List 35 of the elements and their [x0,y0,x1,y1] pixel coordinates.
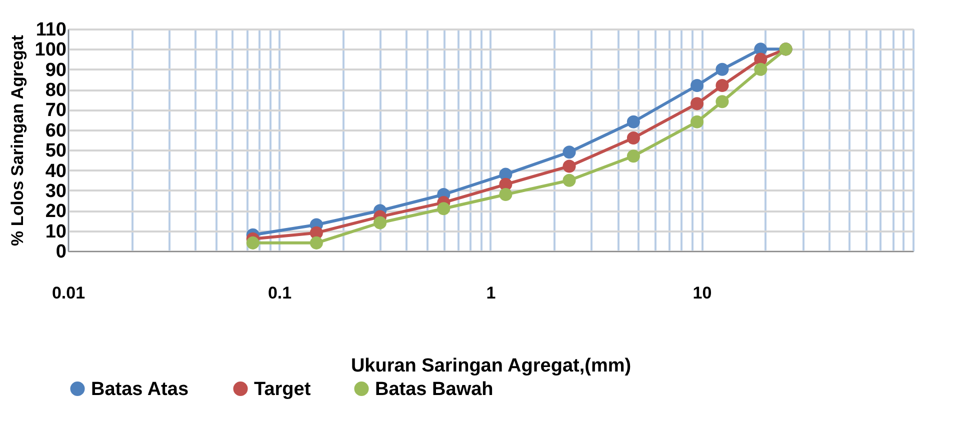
y-tick-label: 80 [45,80,66,102]
point [562,174,576,187]
point [246,236,260,250]
point [437,202,450,216]
point [310,236,323,250]
x-tick-label: 0.1 [268,284,292,302]
legend-label: Batas Bawah [375,378,494,400]
y-tick-label: 60 [45,120,66,142]
y-tick-label: 110 [36,20,66,40]
y-tick-label: 70 [45,100,66,122]
y-tick-label: 100 [34,40,66,61]
point [499,188,512,201]
y-tick-label: 30 [45,180,66,202]
point [562,160,576,173]
point [690,97,704,110]
point [374,216,387,230]
point [626,150,640,163]
point [626,131,640,144]
y-tick-label: 0 [56,242,66,262]
point [626,115,640,128]
x-tick-label: 1 [486,284,496,302]
x-tick-label: 10 [692,284,712,302]
x-axis-title: Ukuran Saringan Agregat,(mm) [350,356,632,376]
y-tick-label: 20 [45,201,66,222]
point [690,115,704,128]
y-tick-label: 90 [45,60,66,81]
y-tick-label: 40 [45,160,66,182]
y-tick-label: 50 [45,140,66,162]
legend-label: Batas Atas [91,378,189,400]
point [690,79,704,92]
y-tick-label: 10 [45,221,66,242]
point [562,146,576,159]
x-tick-label: 0.01 [52,284,86,302]
y-axis-title: % Lolos Saringan Agregat [8,34,27,246]
legend-label: Target [254,378,312,400]
